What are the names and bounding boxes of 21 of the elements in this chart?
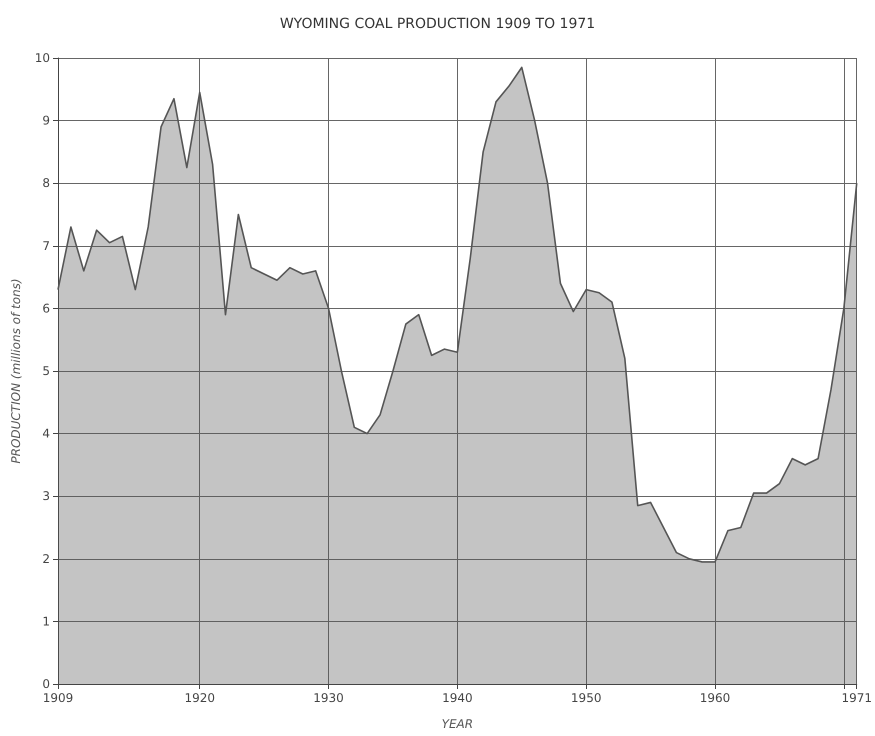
x-tick-label: 1940: [442, 691, 473, 705]
y-tick-label: 1: [42, 614, 50, 628]
x-tick-label: 1909: [42, 691, 74, 705]
y-tick-label: 0: [42, 677, 50, 691]
y-tick-label: 9: [42, 114, 50, 128]
y-axis-title: PRODUCTION (millions of tons): [9, 278, 23, 464]
y-tick-label: 4: [42, 426, 50, 441]
x-tick-label: 1971: [841, 691, 872, 705]
y-tick-label: 3: [42, 489, 50, 504]
x-tick-label: 1960: [700, 691, 730, 705]
x-tick-label: 1950: [570, 691, 602, 705]
x-axis-title: YEAR: [442, 717, 474, 731]
y-tick-label: 5: [42, 364, 50, 378]
x-tick-label: 1930: [313, 691, 344, 705]
x-tick-label: 1920: [184, 691, 215, 705]
y-tick-label: 6: [42, 301, 50, 316]
y-tick-label: 7: [42, 238, 50, 253]
y-tick-label: 10: [34, 51, 50, 65]
y-tick-label: 8: [42, 176, 50, 190]
chart-title: WYOMING COAL PRODUCTION 1909 TO 1971: [280, 16, 596, 32]
y-tick-label: 2: [42, 552, 50, 566]
